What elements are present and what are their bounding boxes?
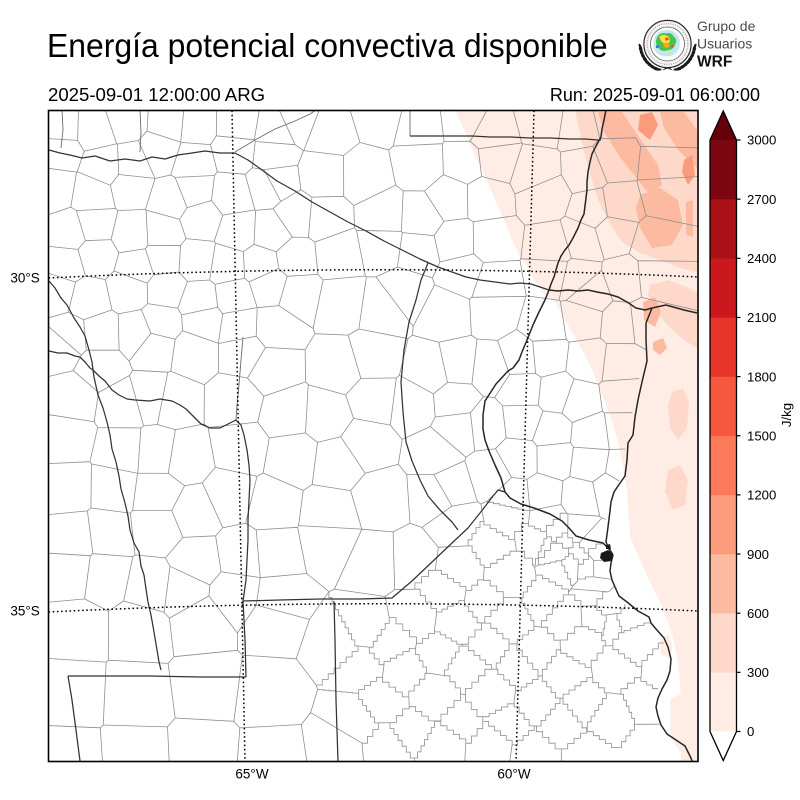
svg-text:WRF: WRF [697, 54, 732, 71]
svg-text:1200: 1200 [747, 488, 776, 503]
svg-text:3000: 3000 [747, 133, 776, 148]
svg-text:300: 300 [747, 665, 769, 680]
svg-text:30°S: 30°S [10, 271, 39, 286]
svg-text:65°W: 65°W [235, 767, 268, 782]
svg-text:J/kg: J/kg [779, 403, 794, 427]
svg-text:900: 900 [747, 547, 769, 562]
svg-text:1500: 1500 [747, 428, 776, 443]
svg-text:Grupo de: Grupo de [697, 18, 756, 34]
svg-text:0: 0 [747, 724, 754, 739]
svg-text:2700: 2700 [747, 192, 776, 207]
svg-text:1800: 1800 [747, 369, 776, 384]
svg-text:600: 600 [747, 606, 769, 621]
svg-text:Usuarios: Usuarios [697, 36, 752, 52]
svg-text:2100: 2100 [747, 310, 776, 325]
svg-text:35°S: 35°S [10, 604, 39, 619]
svg-text:2400: 2400 [747, 251, 776, 266]
svg-text:60°W: 60°W [497, 767, 530, 782]
